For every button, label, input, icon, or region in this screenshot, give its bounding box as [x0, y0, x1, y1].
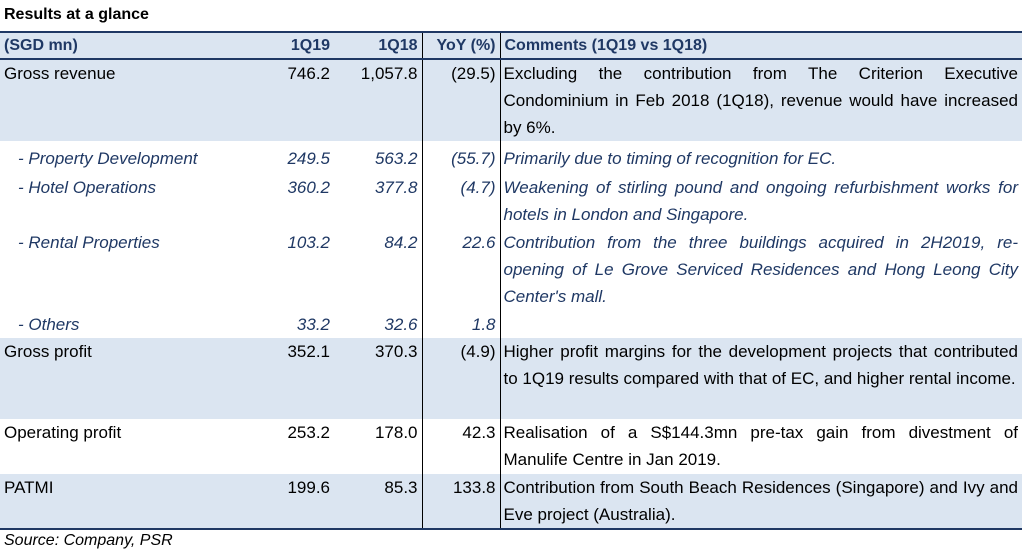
value-yoy: (4.7)	[421, 174, 500, 229]
value-1q18: 1,057.8	[334, 59, 422, 141]
row-comment: Higher profit margins for the developmen…	[499, 338, 1022, 419]
value-1q18: 370.3	[334, 338, 422, 419]
row-comment: Contribution from South Beach Residences…	[499, 474, 1022, 530]
row-comment: Contribution from the three buildings ac…	[499, 229, 1022, 311]
table-row: - Property Development 249.5 563.2 (55.7…	[0, 141, 1022, 174]
header-row: (SGD mn) 1Q19 1Q18 YoY (%) Comments (1Q1…	[0, 31, 1022, 60]
value-yoy: (29.5)	[421, 59, 500, 141]
row-label: - Hotel Operations	[18, 178, 156, 197]
value-1q18: 178.0	[374, 423, 418, 442]
row-label: - Rental Properties	[18, 233, 160, 252]
value-1q18: 377.8	[374, 178, 418, 197]
value-1q19: 352.1	[272, 338, 334, 419]
row-comment	[499, 311, 1022, 338]
value-1q18: 563.2	[374, 149, 418, 168]
value-1q19: 199.6	[272, 474, 334, 530]
value-1q18: 84.2	[384, 233, 418, 252]
row-comment: Weakening of stirling pound and ongoing …	[499, 174, 1022, 229]
value-yoy: (55.7)	[421, 141, 500, 174]
row-label: Operating profit	[4, 423, 122, 442]
header-sgd-mn: (SGD mn)	[0, 31, 272, 60]
table-row: PATMI 199.6 85.3 133.8 Contribution from…	[0, 474, 1022, 530]
value-yoy: (4.9)	[421, 338, 500, 419]
results-table: (SGD mn) 1Q19 1Q18 YoY (%) Comments (1Q1…	[0, 31, 1022, 530]
table-title: Results at a glance	[4, 6, 149, 23]
value-1q19: 360.2	[287, 178, 330, 197]
header-comments: Comments (1Q19 vs 1Q18)	[499, 31, 1022, 60]
row-label: Gross profit	[0, 338, 272, 419]
table-row: Gross profit 352.1 370.3 (4.9) Higher pr…	[0, 338, 1022, 419]
table-row: Operating profit 253.2 178.0 42.3 Realis…	[0, 419, 1022, 474]
value-1q19: 746.2	[272, 59, 334, 141]
table-row: - Hotel Operations 360.2 377.8 (4.7) Wea…	[0, 174, 1022, 229]
row-comment: Primarily due to timing of recognition f…	[499, 141, 1022, 174]
row-comment: Excluding the contribution from The Crit…	[499, 59, 1022, 141]
value-1q19: 33.2	[296, 315, 330, 334]
value-yoy: 42.3	[421, 419, 500, 474]
value-1q19: 253.2	[287, 423, 330, 442]
row-label: Gross revenue	[0, 59, 272, 141]
value-1q19: 249.5	[287, 149, 330, 168]
value-1q18: 32.6	[384, 315, 418, 334]
header-1q19: 1Q19	[272, 31, 334, 60]
row-label: PATMI	[0, 474, 272, 530]
header-yoy: YoY (%)	[421, 31, 500, 60]
row-comment: Realisation of a S$144.3mn pre-tax gain …	[499, 419, 1022, 474]
value-yoy: 133.8	[421, 474, 500, 530]
table-row: - Others 33.2 32.6 1.8	[0, 311, 1022, 338]
row-label: - Property Development	[18, 149, 198, 168]
value-1q18: 85.3	[334, 474, 422, 530]
table-row: Gross revenue 746.2 1,057.8 (29.5) Exclu…	[0, 59, 1022, 141]
value-yoy: 1.8	[421, 311, 500, 338]
row-label: - Others	[18, 315, 80, 334]
value-yoy: 22.6	[421, 229, 500, 311]
value-1q19: 103.2	[287, 233, 330, 252]
source-note: Source: Company, PSR	[4, 532, 173, 549]
header-1q18: 1Q18	[334, 31, 422, 60]
table-row: - Rental Properties 103.2 84.2 22.6 Cont…	[0, 229, 1022, 311]
